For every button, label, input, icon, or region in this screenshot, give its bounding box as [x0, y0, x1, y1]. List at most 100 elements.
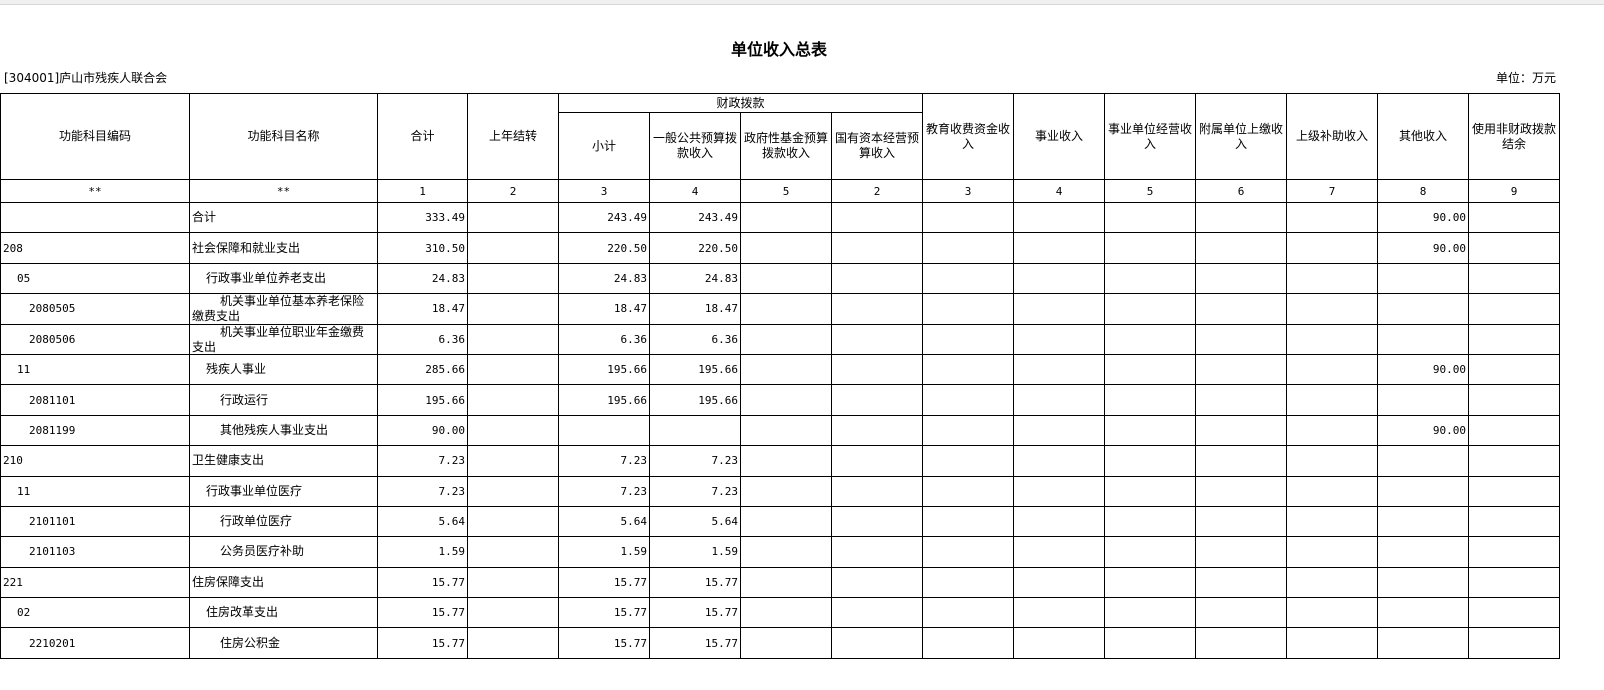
row-value[interactable]: [1013, 627, 1106, 659]
row-value[interactable]: [1013, 597, 1106, 629]
row-code[interactable]: 11: [0, 475, 190, 507]
row-code[interactable]: 208: [0, 232, 190, 264]
row-value[interactable]: [1013, 505, 1106, 538]
row-value[interactable]: [1013, 232, 1106, 264]
row-value[interactable]: [1104, 293, 1197, 325]
row-value[interactable]: 18.47: [649, 293, 741, 325]
row-name-cell[interactable]: 住房公积金: [189, 627, 378, 659]
row-value[interactable]: 15.77: [377, 566, 468, 599]
row-value[interactable]: 220.50: [649, 232, 741, 264]
row-value[interactable]: [922, 262, 1015, 295]
row-value[interactable]: [1377, 293, 1470, 325]
row-value[interactable]: [1286, 475, 1379, 507]
row-value[interactable]: [740, 536, 832, 568]
row-value[interactable]: [1468, 627, 1561, 659]
row-value[interactable]: [922, 323, 1015, 355]
row-code[interactable]: 221: [0, 566, 190, 599]
row-value[interactable]: 7.23: [558, 475, 650, 507]
row-value[interactable]: [922, 232, 1015, 264]
row-value[interactable]: [1468, 323, 1561, 355]
row-code[interactable]: 2101101: [0, 505, 190, 538]
row-name-cell[interactable]: 其他残疾人事业支出: [189, 414, 378, 447]
row-value[interactable]: [1195, 414, 1288, 447]
row-value[interactable]: [740, 293, 832, 325]
row-value[interactable]: [1104, 414, 1197, 447]
row-value[interactable]: [467, 597, 559, 629]
row-value[interactable]: 15.77: [649, 566, 741, 599]
row-value[interactable]: [467, 201, 559, 234]
row-value[interactable]: [922, 384, 1015, 416]
row-value[interactable]: 24.83: [377, 262, 468, 295]
row-value[interactable]: 5.64: [649, 505, 741, 538]
row-value[interactable]: [1195, 323, 1288, 355]
row-value[interactable]: [740, 475, 832, 507]
row-value[interactable]: [467, 262, 559, 295]
row-value[interactable]: [467, 566, 559, 599]
row-value[interactable]: [1468, 384, 1561, 416]
row-value[interactable]: [1468, 445, 1561, 477]
row-value[interactable]: [922, 353, 1015, 386]
row-value[interactable]: [1377, 323, 1470, 355]
row-value[interactable]: [1286, 505, 1379, 538]
row-value[interactable]: [922, 201, 1015, 234]
row-name-cell[interactable]: 公务员医疗补助: [189, 536, 378, 568]
row-value[interactable]: [922, 475, 1015, 507]
row-value[interactable]: [1286, 293, 1379, 325]
row-value[interactable]: [1195, 262, 1288, 295]
row-value[interactable]: [467, 536, 559, 568]
row-value[interactable]: [1286, 232, 1379, 264]
row-value[interactable]: [740, 384, 832, 416]
row-value[interactable]: [558, 414, 650, 447]
row-value[interactable]: 285.66: [377, 353, 468, 386]
row-value[interactable]: [922, 597, 1015, 629]
row-value[interactable]: [1468, 232, 1561, 264]
row-value[interactable]: [1013, 293, 1106, 325]
row-value[interactable]: [1286, 445, 1379, 477]
row-value[interactable]: [1104, 323, 1197, 355]
row-value[interactable]: [922, 293, 1015, 325]
row-value[interactable]: [467, 353, 559, 386]
row-value[interactable]: [1195, 566, 1288, 599]
row-value[interactable]: [467, 414, 559, 447]
row-value[interactable]: [467, 475, 559, 507]
row-value[interactable]: [830, 262, 924, 295]
row-value[interactable]: 15.77: [558, 627, 650, 659]
row-value[interactable]: [1468, 597, 1561, 629]
row-value[interactable]: [1104, 445, 1197, 477]
row-value[interactable]: [830, 536, 924, 568]
row-value[interactable]: [1377, 445, 1470, 477]
row-value[interactable]: [1013, 445, 1106, 477]
row-code[interactable]: 2080505: [0, 293, 190, 325]
row-name-cell[interactable]: 残疾人事业: [189, 353, 378, 386]
row-value[interactable]: [1468, 262, 1561, 295]
row-value[interactable]: [1013, 323, 1106, 355]
row-value[interactable]: 220.50: [558, 232, 650, 264]
row-code[interactable]: 11: [0, 353, 190, 386]
row-value[interactable]: [1104, 353, 1197, 386]
row-value[interactable]: [1013, 414, 1106, 447]
row-value[interactable]: 243.49: [558, 201, 650, 234]
row-value[interactable]: 15.77: [558, 597, 650, 629]
row-value[interactable]: [1195, 384, 1288, 416]
row-value[interactable]: 7.23: [649, 475, 741, 507]
row-value[interactable]: [1104, 262, 1197, 295]
row-value[interactable]: [830, 232, 924, 264]
row-value[interactable]: [740, 414, 832, 447]
row-value[interactable]: [830, 566, 924, 599]
row-value[interactable]: 90.00: [1377, 353, 1470, 386]
row-value[interactable]: [1377, 475, 1470, 507]
row-value[interactable]: [1104, 201, 1197, 234]
row-value[interactable]: [922, 505, 1015, 538]
row-value[interactable]: [830, 384, 924, 416]
row-value[interactable]: [830, 505, 924, 538]
row-value[interactable]: [740, 445, 832, 477]
row-name-cell[interactable]: 卫生健康支出: [189, 445, 378, 477]
row-name-cell[interactable]: 行政事业单位医疗: [189, 475, 378, 507]
row-name-cell[interactable]: 住房保障支出: [189, 566, 378, 599]
row-value[interactable]: [1013, 566, 1106, 599]
row-value[interactable]: [1286, 262, 1379, 295]
row-value[interactable]: [1468, 475, 1561, 507]
row-value[interactable]: 195.66: [558, 353, 650, 386]
row-code[interactable]: 2081101: [0, 384, 190, 416]
row-value[interactable]: [1013, 353, 1106, 386]
